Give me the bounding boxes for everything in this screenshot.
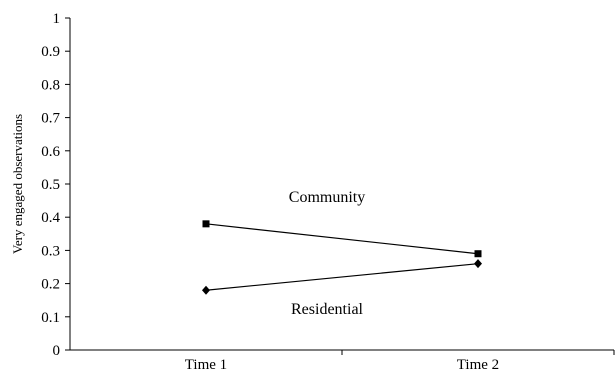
y-tick-label: 0.7 (41, 111, 60, 127)
data-point-diamond (474, 259, 482, 269)
data-point-square (202, 220, 210, 228)
y-tick-label: 0.8 (41, 77, 60, 93)
y-tick-label: 0.1 (41, 310, 60, 326)
series-label: Residential (291, 301, 364, 318)
x-axis: Time 1 Time 2 (70, 349, 615, 370)
plot-series: Community Residential (202, 189, 482, 318)
y-tick-label: 1 (53, 11, 61, 27)
y-tick-label: 0 (53, 343, 61, 359)
x-tick-label: Time 2 (457, 357, 499, 370)
y-axis-label: Very engaged observations (10, 114, 25, 254)
series-residential: Residential (202, 259, 482, 318)
series-line (205, 223, 479, 255)
y-tick-label: 0.9 (41, 44, 60, 60)
y-tick-label: 0.5 (41, 177, 60, 193)
data-point-diamond (202, 285, 210, 295)
y-tick-label: 0.2 (41, 277, 60, 293)
y-tick-label: 0.6 (41, 144, 60, 160)
series-line (205, 263, 479, 291)
series-label: Community (289, 189, 365, 206)
y-axis: 0 0.1 0.2 0.3 0.4 0.5 0.6 0.7 0.8 0.9 1 Very engag… (10, 11, 71, 359)
data-point-square (474, 250, 482, 258)
series-community: Community (202, 189, 482, 258)
y-tick-label: 0.3 (41, 243, 60, 259)
y-tick-label: 0.4 (41, 210, 60, 226)
x-tick-label: Time 1 (185, 357, 227, 370)
